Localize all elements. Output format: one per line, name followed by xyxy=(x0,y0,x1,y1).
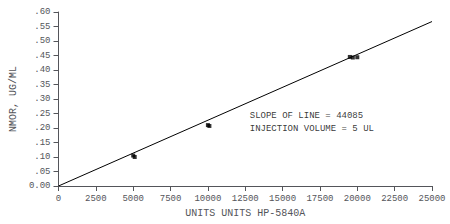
svg-text:.40: .40 xyxy=(34,65,50,75)
svg-text:22500: 22500 xyxy=(381,194,408,204)
svg-text:.30: .30 xyxy=(34,94,50,104)
svg-text:7500: 7500 xyxy=(160,194,182,204)
svg-text:.25: .25 xyxy=(34,109,50,119)
svg-text:.15: .15 xyxy=(34,138,50,148)
svg-text:.55: .55 xyxy=(34,22,50,32)
svg-text:.20: .20 xyxy=(34,123,50,133)
svg-text:5000: 5000 xyxy=(122,194,144,204)
svg-text:.10: .10 xyxy=(34,152,50,162)
svg-text:20000: 20000 xyxy=(344,194,371,204)
svg-text:.60: .60 xyxy=(34,7,50,17)
svg-text:25000: 25000 xyxy=(418,194,445,204)
svg-text:.45: .45 xyxy=(34,51,50,61)
svg-text:NMOR, UG/ML: NMOR, UG/ML xyxy=(8,66,19,132)
svg-text:10000: 10000 xyxy=(194,194,221,204)
svg-text:.50: .50 xyxy=(34,36,50,46)
svg-text:0.00: 0.00 xyxy=(29,181,51,191)
svg-text:0: 0 xyxy=(56,194,61,204)
svg-text:SLOPE OF LINE = 44085: SLOPE OF LINE = 44085 xyxy=(250,111,363,121)
svg-text:15000: 15000 xyxy=(269,194,296,204)
svg-text:.35: .35 xyxy=(34,80,50,90)
svg-text:INJECTION VOLUME = 5 UL: INJECTION VOLUME = 5 UL xyxy=(250,124,374,134)
svg-text:17500: 17500 xyxy=(306,194,333,204)
svg-text:12500: 12500 xyxy=(232,194,259,204)
svg-text:2500: 2500 xyxy=(85,194,107,204)
svg-text:.05: .05 xyxy=(34,167,50,177)
svg-text:UNITS UNITS HP-5840A: UNITS UNITS HP-5840A xyxy=(185,208,305,219)
